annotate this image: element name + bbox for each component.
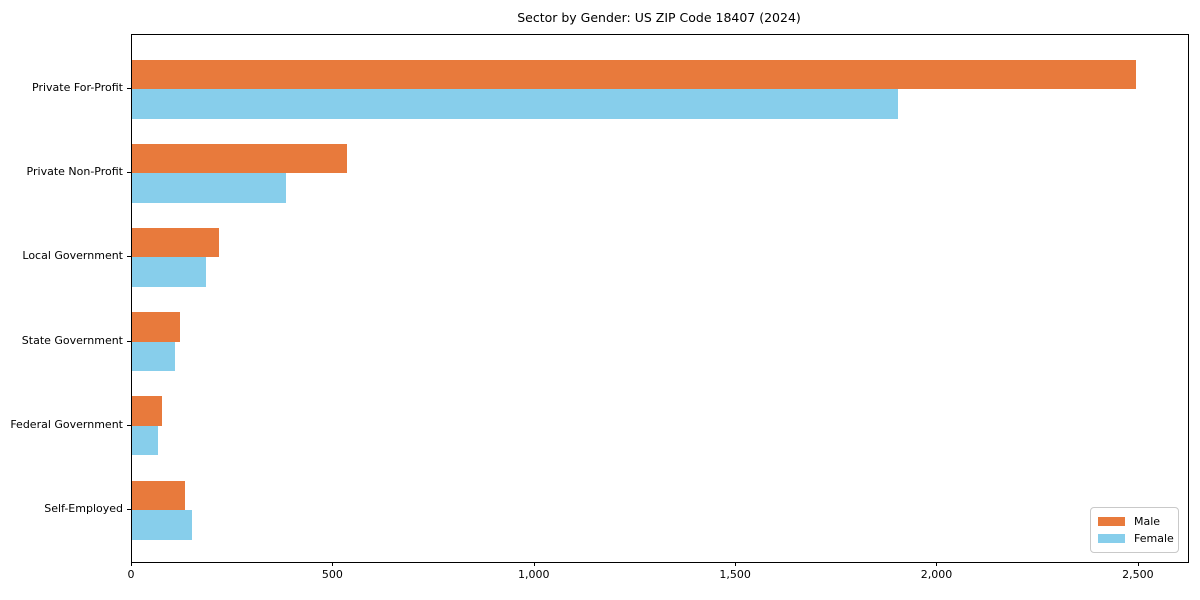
x-tick-label: 0: [127, 568, 135, 581]
x-tick-label: 1,500: [719, 568, 751, 581]
category-label-local-government: Local Government: [22, 249, 123, 263]
bar-male-private-for-profit: [132, 59, 1137, 89]
category-label-federal-government: Federal Government: [10, 417, 123, 431]
bar-male-private-non-profit: [132, 143, 348, 174]
x-tick-label: 1,000: [517, 568, 550, 581]
bar-female-private-non-profit: [132, 173, 286, 203]
x-tick-label: 2,000: [920, 568, 953, 581]
bar-male-federal-government: [132, 396, 163, 426]
x-tick-mark: [131, 562, 132, 566]
category-label-private-for-profit: Private For-Profit: [32, 81, 123, 94]
bar-female-federal-government: [132, 425, 158, 456]
category-label-self-employed: Self-Employed: [44, 502, 123, 515]
category-label-state-government: State Government: [21, 333, 123, 347]
bar-female-local-government: [132, 257, 207, 287]
bar-female-state-government: [132, 341, 176, 372]
legend-item-female: Female: [1098, 531, 1174, 545]
x-tick-mark: [1137, 562, 1139, 566]
category-label-private-non-profit: Private Non-Profit: [26, 165, 123, 179]
x-tick-mark: [735, 562, 737, 566]
y-tick-mark: [127, 509, 131, 510]
chart-title: Sector by Gender: US ZIP Code 18407 (202…: [517, 10, 801, 25]
bar-male-state-government: [132, 312, 180, 342]
y-tick-mark: [127, 341, 131, 342]
x-tick-mark: [533, 562, 535, 566]
legend-swatch-female: [1098, 534, 1125, 543]
y-tick-mark: [127, 256, 131, 257]
x-tick-label: 2,500: [1122, 568, 1154, 581]
bar-female-private-for-profit: [132, 89, 899, 119]
legend-item-male: Male: [1098, 514, 1171, 528]
y-tick-mark: [127, 88, 131, 89]
x-tick-label: 500: [321, 568, 343, 581]
plot-area: [131, 34, 1189, 563]
bar-male-local-government: [132, 227, 219, 258]
legend-label-male: Male: [1134, 514, 1161, 528]
legend: Male Female: [1090, 507, 1179, 553]
bar-male-self-employed: [132, 480, 186, 510]
x-tick-mark: [332, 562, 334, 566]
legend-label-female: Female: [1134, 531, 1174, 545]
y-tick-mark: [127, 172, 131, 173]
bar-female-self-employed: [132, 510, 193, 540]
legend-swatch-male: [1098, 517, 1125, 526]
y-tick-mark: [127, 425, 131, 426]
x-tick-mark: [936, 562, 938, 566]
